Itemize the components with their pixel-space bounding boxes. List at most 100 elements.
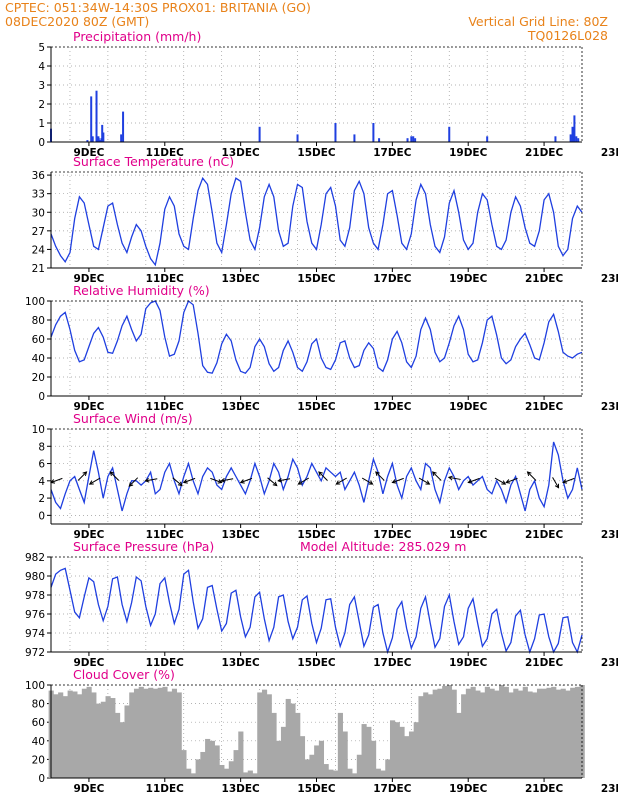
cloud-bar	[58, 692, 64, 778]
x-tick-label: 17DEC	[373, 783, 412, 795]
wind-arrow-head	[297, 480, 303, 485]
cloud-bar	[475, 690, 481, 778]
cloud-bar	[91, 692, 97, 778]
precip-bar	[91, 136, 94, 142]
cloud-bar	[200, 751, 206, 778]
wind-arrow-head	[318, 471, 323, 476]
cloud-bar	[280, 726, 287, 778]
cloud-bar	[380, 770, 386, 778]
x-tick-label: 15DEC	[297, 657, 336, 669]
x-tick-label: 15DEC	[297, 147, 336, 159]
panel-title: Cloud Cover (%)	[73, 667, 175, 682]
wind-arrow-head	[375, 471, 380, 476]
panel-4: Surface Pressure (hPa) Model Altitude: 28…	[25, 539, 618, 669]
cloud-bar	[181, 750, 187, 778]
precip-bar	[448, 126, 451, 142]
cloud-bar	[418, 696, 424, 778]
cloud-bar	[257, 692, 263, 778]
y-tick-label: 972	[25, 647, 45, 659]
cloud-bar	[148, 687, 154, 778]
panel-title: Surface Wind (m/s)	[73, 411, 193, 426]
wind-arrow	[221, 478, 234, 482]
cloud-bar	[446, 685, 453, 778]
cloud-bar	[371, 740, 377, 778]
x-tick-label: 19DEC	[449, 529, 488, 541]
x-tick-label: 23DEC	[601, 401, 618, 413]
y-tick-label: 10	[32, 424, 45, 436]
cloud-bar	[494, 690, 500, 778]
x-tick-label: 21DEC	[525, 273, 564, 285]
panel-5: Cloud Cover (%) 0 20 40 60 80 100 9DEC 11DEC 13DE…	[25, 667, 618, 795]
x-tick-label: 23DEC	[601, 147, 618, 159]
wind-arrow	[375, 471, 385, 481]
x-tick-label: 19DEC	[449, 401, 488, 413]
cloud-bar	[205, 738, 211, 778]
cloud-bar	[314, 745, 320, 778]
cloud-bar	[81, 688, 87, 778]
y-tick-label: 21	[32, 263, 45, 275]
precip-bar	[569, 134, 572, 142]
cloud-bar	[560, 688, 566, 778]
y-tick-label: 100	[25, 680, 45, 692]
x-tick-label: 19DEC	[449, 657, 488, 669]
cloud-bar	[105, 696, 111, 778]
y-tick-label: 978	[25, 590, 45, 602]
cloud-bar	[437, 688, 443, 778]
y-tick-label: 982	[25, 552, 45, 564]
wind-arrow-head	[109, 471, 115, 476]
cloud-bar	[342, 731, 348, 778]
x-tick-label: 13DEC	[222, 783, 261, 795]
cloud-bar	[574, 686, 581, 778]
cloud-bar	[442, 685, 448, 778]
y-tick-label: 30	[32, 207, 45, 219]
panel-2: Relative Humidity (%) 0 20 40 60 80 100 9DEC 11D…	[25, 283, 618, 413]
precip-bar	[372, 123, 375, 142]
y-tick-label: 0	[38, 773, 45, 785]
y-tick-label: 20	[32, 754, 45, 766]
cloud-bar	[328, 769, 334, 778]
y-tick-label: 3	[38, 80, 45, 92]
cloud-bar	[399, 726, 405, 778]
cloud-bar	[570, 687, 576, 778]
x-tick-label: 17DEC	[373, 657, 412, 669]
x-tick-label: 21DEC	[525, 401, 564, 413]
x-tick-label: 9DEC	[73, 529, 104, 541]
panel-0: Precipitation (mm/h) 0 1 2 3 4 5 9DEC 11DEC 13DEC…	[38, 29, 618, 159]
x-tick-label: 21DEC	[525, 657, 564, 669]
wind-arrow	[172, 477, 183, 486]
y-tick-label: 80	[32, 699, 45, 711]
wind-arrow-head	[177, 481, 183, 487]
y-tick-label: 80	[32, 315, 45, 327]
header-line2-left: 08DEC2020 80Z (GMT)	[5, 14, 149, 29]
cloud-bar	[110, 698, 116, 778]
y-tick-label: 1	[38, 118, 45, 130]
cloud-bar	[522, 686, 528, 778]
cloud-bar	[224, 768, 230, 778]
precip-bar	[573, 115, 576, 142]
cloud-bar	[276, 740, 282, 778]
panel-title: Surface Temperature (nC)	[73, 154, 234, 169]
y-tick-label: 60	[32, 717, 45, 729]
x-tick-label: 23DEC	[601, 783, 618, 795]
x-tick-label: 11DEC	[146, 273, 185, 285]
x-tick-label: 17DEC	[373, 273, 412, 285]
wind-arrow-head	[501, 480, 507, 485]
cloud-bar	[508, 692, 514, 778]
y-tick-label: 60	[32, 334, 45, 346]
wind-arrow-head	[144, 477, 150, 483]
x-tick-label: 17DEC	[373, 147, 412, 159]
cloud-bar	[404, 736, 410, 778]
wind-arrow-head	[368, 480, 374, 485]
wind-arrow	[562, 477, 575, 483]
precip-bar	[571, 126, 574, 142]
wind-arrow	[552, 477, 559, 489]
x-tick-label: 11DEC	[146, 657, 185, 669]
wind-arrow-head	[239, 479, 245, 484]
y-tick-label: 20	[32, 372, 45, 384]
series-line	[50, 441, 583, 512]
precip-bar	[97, 138, 100, 142]
wind-arrow	[448, 476, 461, 480]
cloud-bar	[347, 768, 353, 778]
cloud-bar	[385, 759, 391, 778]
cloud-bar	[252, 773, 258, 778]
